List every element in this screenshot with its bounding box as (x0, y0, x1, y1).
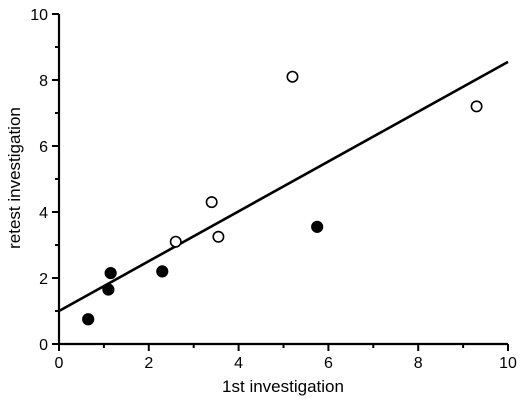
x-tick-label: 2 (144, 355, 153, 372)
x-axis-label: 1st investigation (222, 377, 344, 396)
x-tick-label: 10 (499, 355, 517, 372)
x-tick-label: 0 (55, 355, 64, 372)
x-tick-label: 6 (324, 355, 333, 372)
open-circle-point (205, 196, 218, 209)
open-circle-point (286, 70, 299, 83)
filled-circle-point (156, 265, 169, 278)
y-tick-label: 4 (39, 205, 48, 222)
filled-circle-point (311, 220, 324, 233)
data-points (82, 70, 483, 326)
y-tick-label: 6 (39, 139, 48, 156)
y-tick-label: 0 (39, 337, 48, 354)
filled-circle-point (104, 266, 117, 280)
y-axis-label: retest investigation (5, 107, 24, 249)
open-circle-point (212, 230, 225, 243)
filled-circle-point (82, 313, 95, 326)
axis-ticks: 0 2 4 6 8 10 0 2 4 6 8 10 (30, 7, 517, 372)
y-tick-label: 8 (39, 73, 48, 90)
x-tick-label: 8 (414, 355, 423, 372)
filled-circle-point (102, 283, 115, 296)
regression-line-group (58, 60, 509, 313)
regression-line (58, 60, 509, 313)
y-tick-label: 10 (30, 7, 48, 24)
open-circle-point (169, 235, 182, 248)
open-circle-point (470, 100, 483, 113)
y-tick-label: 2 (39, 271, 48, 288)
x-tick-label: 4 (234, 355, 243, 372)
